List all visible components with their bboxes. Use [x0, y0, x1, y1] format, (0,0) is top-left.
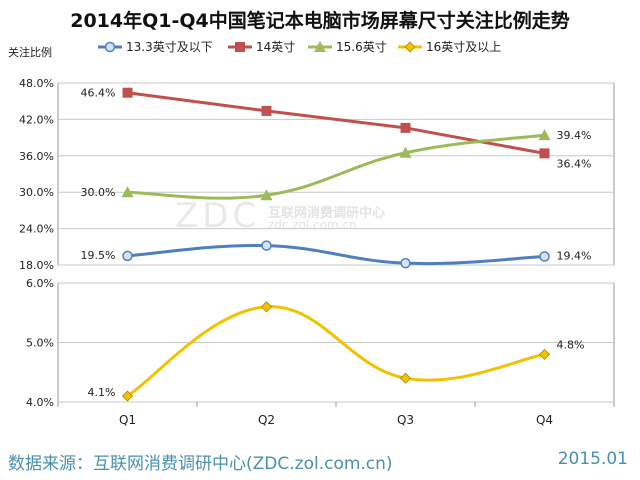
data-label: 4.8% — [557, 338, 585, 351]
data-point — [539, 148, 550, 159]
data-point — [235, 42, 245, 52]
data-point — [400, 122, 411, 133]
data-label: 19.4% — [557, 250, 592, 263]
data-label: 36.4% — [557, 157, 592, 170]
data-label: 46.4% — [81, 87, 116, 100]
data-point — [400, 257, 411, 269]
x-tick-label: Q2 — [258, 413, 275, 427]
data-point — [538, 129, 551, 141]
series-line — [126, 305, 545, 398]
data-label: 19.5% — [81, 249, 116, 262]
data-point — [539, 251, 550, 262]
data-point — [314, 41, 326, 52]
watermark-logo: ZDC — [175, 196, 261, 236]
series-line — [127, 91, 545, 155]
data-point — [104, 41, 116, 53]
data-label: 39.4% — [557, 129, 592, 142]
x-tick-label: Q3 — [397, 413, 414, 427]
series-line — [127, 133, 545, 200]
series-line — [127, 243, 545, 266]
data-point — [538, 348, 551, 360]
data-point — [121, 390, 134, 402]
data-point — [260, 301, 273, 313]
watermark-cn: 互联网消费调研中心 — [268, 206, 386, 221]
data-point — [261, 105, 272, 116]
data-point — [261, 240, 272, 251]
legend-label: 15.6英寸 — [336, 40, 387, 54]
y-tick-label: 48.0% — [19, 77, 54, 90]
y-tick-label: 24.0% — [19, 223, 54, 236]
data-label: 4.1% — [88, 386, 116, 399]
y-tick-label: 42.0% — [19, 113, 54, 126]
chart-title: 2014年Q1-Q4中国笔记本电脑市场屏幕尺寸关注比例走势 — [70, 10, 570, 32]
legend-label: 14英寸 — [256, 40, 295, 54]
data-point — [121, 186, 134, 198]
y-axis-label: 关注比例 — [8, 46, 52, 59]
y-tick-label: 36.0% — [19, 150, 54, 163]
data-point — [399, 146, 412, 158]
y-tick-label: 30.0% — [19, 186, 54, 199]
x-tick-label: Q4 — [536, 413, 553, 427]
y-tick-label: 4.0% — [26, 396, 54, 409]
y-tick-label: 18.0% — [19, 259, 54, 272]
footer-source: 数据来源：互联网消费调研中心(ZDC.zol.com.cn) — [8, 454, 393, 474]
y-tick-label: 6.0% — [26, 277, 54, 290]
legend-label: 13.3英寸及以下 — [126, 40, 213, 54]
data-point — [122, 87, 133, 98]
footer-date: 2015.01 — [557, 449, 628, 469]
data-point — [399, 372, 412, 384]
data-label: 30.0% — [81, 186, 116, 199]
data-point — [122, 250, 133, 262]
y-tick-label: 5.0% — [26, 337, 54, 350]
x-tick-label: Q1 — [119, 413, 136, 427]
data-point — [260, 189, 273, 201]
data-point — [404, 41, 416, 53]
legend-label: 16英寸及以上 — [426, 40, 501, 54]
